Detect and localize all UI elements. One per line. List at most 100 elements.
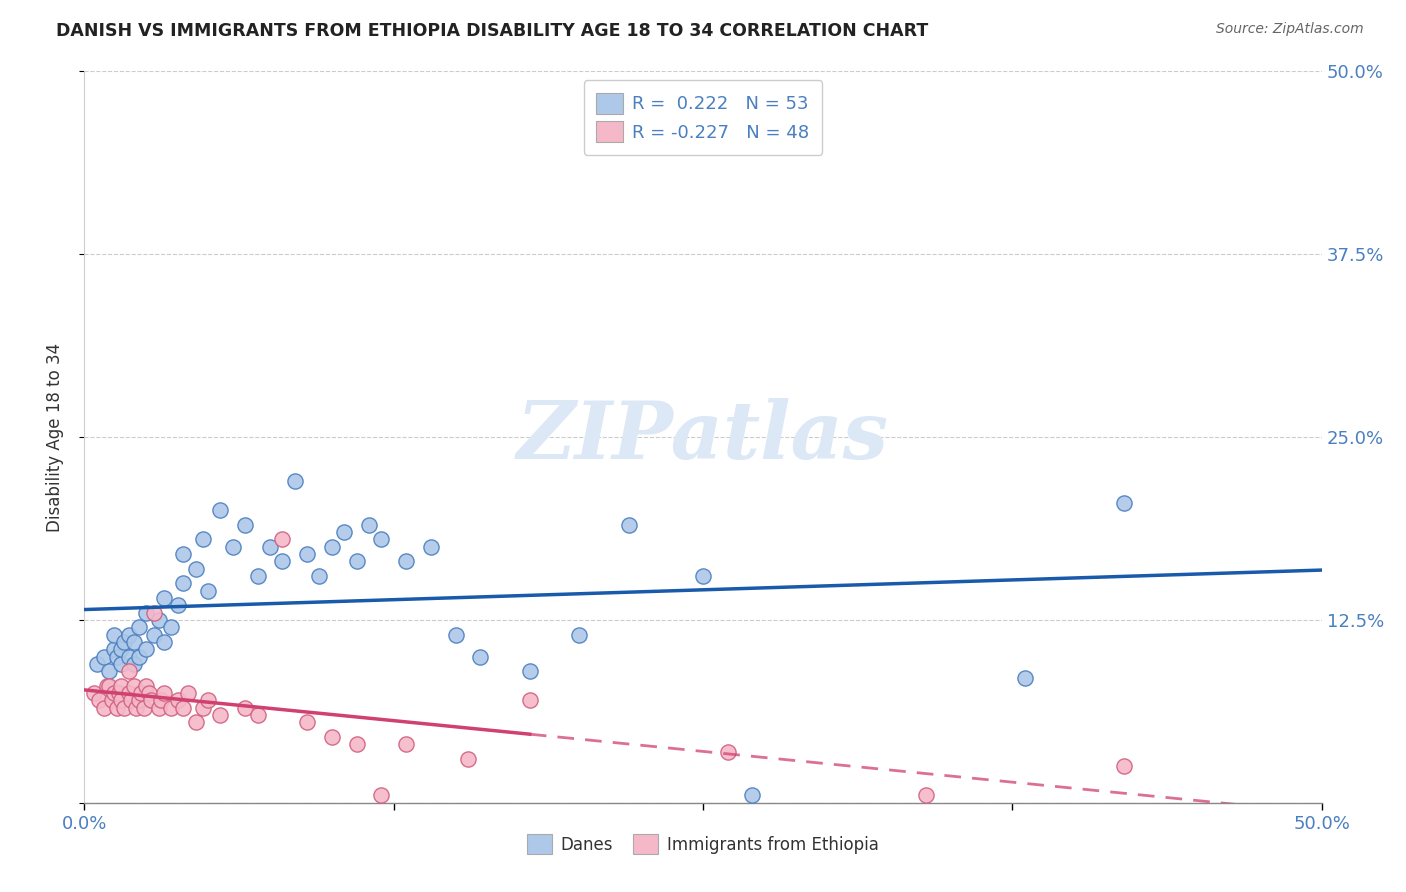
Point xyxy=(233,700,256,714)
Point xyxy=(321,540,343,554)
Point xyxy=(172,700,194,714)
Point xyxy=(148,613,170,627)
Point xyxy=(150,693,173,707)
Point xyxy=(112,700,135,714)
Point xyxy=(98,679,121,693)
Point xyxy=(246,569,269,583)
Point xyxy=(395,737,418,751)
Point xyxy=(191,700,214,714)
Point xyxy=(122,679,145,693)
Point xyxy=(103,642,125,657)
Point xyxy=(83,686,105,700)
Point xyxy=(370,789,392,803)
Text: ZIPatlas: ZIPatlas xyxy=(517,399,889,475)
Point xyxy=(96,679,118,693)
Point xyxy=(110,657,132,671)
Point xyxy=(118,627,141,641)
Y-axis label: Disability Age 18 to 34: Disability Age 18 to 34 xyxy=(45,343,63,532)
Point xyxy=(333,525,356,540)
Point xyxy=(125,700,148,714)
Point xyxy=(419,540,441,554)
Point xyxy=(141,693,163,707)
Point xyxy=(167,693,190,707)
Point xyxy=(152,686,174,700)
Point xyxy=(128,693,150,707)
Point xyxy=(717,745,740,759)
Point xyxy=(444,627,467,641)
Point xyxy=(295,547,318,561)
Point xyxy=(914,789,936,803)
Point xyxy=(128,649,150,664)
Point xyxy=(89,693,111,707)
Point xyxy=(233,517,256,532)
Point xyxy=(118,649,141,664)
Point xyxy=(100,693,122,707)
Point xyxy=(110,679,132,693)
Point xyxy=(209,503,232,517)
Point xyxy=(177,686,200,700)
Point xyxy=(395,554,418,568)
Point xyxy=(308,569,330,583)
Point xyxy=(617,517,640,532)
Point xyxy=(128,620,150,634)
Point xyxy=(110,693,132,707)
Point xyxy=(357,517,380,532)
Point xyxy=(346,737,368,751)
Point xyxy=(519,693,541,707)
Point xyxy=(132,700,155,714)
Point xyxy=(118,664,141,678)
Point xyxy=(184,715,207,730)
Legend: Danes, Immigrants from Ethiopia: Danes, Immigrants from Ethiopia xyxy=(520,828,886,860)
Point xyxy=(457,752,479,766)
Point xyxy=(122,635,145,649)
Point xyxy=(135,606,157,620)
Point xyxy=(346,554,368,568)
Point xyxy=(105,700,128,714)
Point xyxy=(197,693,219,707)
Point xyxy=(470,649,492,664)
Point xyxy=(103,686,125,700)
Point xyxy=(370,533,392,547)
Point xyxy=(129,686,152,700)
Point xyxy=(135,642,157,657)
Point xyxy=(271,533,294,547)
Text: DANISH VS IMMIGRANTS FROM ETHIOPIA DISABILITY AGE 18 TO 34 CORRELATION CHART: DANISH VS IMMIGRANTS FROM ETHIOPIA DISAB… xyxy=(56,22,928,40)
Point xyxy=(86,657,108,671)
Point xyxy=(148,700,170,714)
Point xyxy=(519,664,541,678)
Point xyxy=(103,627,125,641)
Point xyxy=(152,591,174,605)
Point xyxy=(142,606,165,620)
Point xyxy=(122,657,145,671)
Point xyxy=(142,627,165,641)
Point xyxy=(167,599,190,613)
Text: Source: ZipAtlas.com: Source: ZipAtlas.com xyxy=(1216,22,1364,37)
Point xyxy=(93,649,115,664)
Point xyxy=(98,664,121,678)
Point xyxy=(135,679,157,693)
Point xyxy=(152,635,174,649)
Point xyxy=(105,649,128,664)
Point xyxy=(120,693,142,707)
Point xyxy=(259,540,281,554)
Point xyxy=(172,547,194,561)
Point xyxy=(93,700,115,714)
Point xyxy=(184,562,207,576)
Point xyxy=(191,533,214,547)
Point xyxy=(160,620,183,634)
Point xyxy=(112,635,135,649)
Point xyxy=(110,642,132,657)
Point xyxy=(209,708,232,723)
Point xyxy=(271,554,294,568)
Point xyxy=(1112,496,1135,510)
Point xyxy=(222,540,245,554)
Point xyxy=(692,569,714,583)
Point xyxy=(321,730,343,744)
Point xyxy=(118,686,141,700)
Point xyxy=(741,789,763,803)
Point xyxy=(568,627,591,641)
Point xyxy=(160,700,183,714)
Point xyxy=(138,686,160,700)
Point xyxy=(295,715,318,730)
Point xyxy=(284,474,307,488)
